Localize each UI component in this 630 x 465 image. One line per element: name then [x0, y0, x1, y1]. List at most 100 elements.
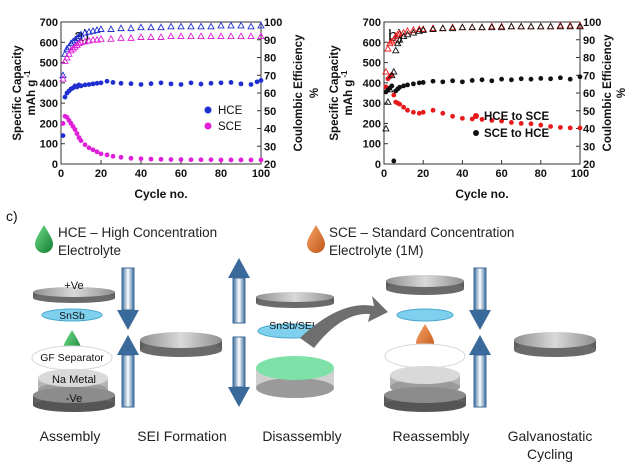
chart-b-ytick-left-label: 100: [363, 139, 381, 151]
series-hce: [60, 78, 264, 139]
chart-b-marks: [382, 21, 584, 164]
data-point: [148, 81, 154, 87]
chart-a-ticks: 0 20 40 60 80 100 0 100 200 300 400 500 600 700 20 30 40…: [40, 17, 283, 180]
data-point: [430, 107, 436, 113]
step-galvanostatic: Galvanostatic: [508, 428, 593, 444]
data-point: [440, 110, 446, 116]
data-point: [158, 156, 164, 162]
data-point: [218, 157, 224, 163]
data-point: [198, 157, 204, 163]
data-point: [388, 37, 396, 45]
data-point: [188, 80, 194, 86]
chart-b-xtick-label: 20: [417, 168, 429, 180]
data-point: [148, 156, 154, 162]
label-snsb: SnSb: [59, 310, 85, 322]
data-point: [488, 23, 496, 31]
chart-a-xtick-label: 100: [252, 168, 270, 180]
data-point: [118, 80, 124, 86]
data-point: [548, 76, 553, 82]
negative-cap: [33, 387, 115, 412]
chart-a-xtick-label: 0: [58, 168, 64, 180]
data-point: [391, 92, 397, 98]
data-point: [147, 33, 155, 40]
chart-b: b) Cycle no. Specific Capacity mAh g-1 C…: [329, 17, 628, 201]
data-point: [157, 23, 165, 31]
data-point: [110, 153, 116, 159]
chart-b-ytick-right-label: 50: [583, 106, 595, 118]
data-point: [177, 32, 185, 40]
data-point: [499, 118, 504, 124]
series-sce-efficiency: [59, 32, 265, 82]
chart-b-ytick-left-label: 700: [363, 17, 381, 29]
data-point: [257, 32, 265, 40]
data-point: [75, 32, 83, 40]
data-point: [409, 28, 418, 36]
chart-a-ytick-left-label: 0: [52, 159, 58, 171]
chart-b-ytick-right-label: 80: [583, 53, 595, 65]
data-point: [416, 80, 422, 86]
data-point: [479, 116, 485, 122]
data-point: [393, 39, 402, 47]
arrow-up-assembly: [117, 335, 139, 408]
curved-transfer-arrow: [300, 296, 388, 348]
sce-description-line2: Electrolyte (1M): [329, 243, 424, 258]
data-point: [78, 83, 84, 89]
data-point: [458, 23, 467, 31]
chart-a-ylabel-right-unit: %: [309, 88, 321, 98]
label-negative: -Ve: [66, 393, 83, 405]
data-point: [104, 152, 110, 158]
data-point: [137, 23, 145, 31]
data-point: [187, 32, 195, 40]
chart-b-ytick-left-label: 300: [363, 98, 381, 110]
data-point: [97, 34, 105, 42]
chart-b-ticks: 0 20 40 60 80 100 0 100 200 300 400 500 600 700 20 30 40…: [363, 17, 602, 180]
legend-label-sce: SCE: [218, 121, 242, 133]
hce-drop-icon: [35, 225, 53, 253]
data-point: [558, 75, 563, 81]
chart-a-xlabel: Cycle no.: [134, 187, 187, 201]
positive-cap: [33, 287, 115, 303]
data-point: [507, 22, 516, 30]
chart-a-ytick-right-label: 80: [264, 53, 276, 65]
chart-a-legend: HCE SCE: [204, 105, 243, 133]
data-point: [430, 78, 436, 84]
data-point: [61, 50, 69, 57]
data-point: [420, 109, 426, 115]
chart-b-ylabel-left-unit: mAh g-1: [340, 70, 355, 115]
data-point: [537, 22, 545, 30]
data-point: [237, 32, 245, 40]
data-point: [390, 67, 398, 75]
chart-a-ytick-left-label: 400: [40, 78, 58, 90]
chart-a-ytick-right-label: 40: [264, 124, 276, 136]
chart-b-ytick-left-label: 600: [363, 37, 381, 49]
legend-marker-sce-to-hce: [473, 130, 479, 136]
chart-a-xtick-label: 40: [135, 168, 147, 180]
data-point: [178, 82, 184, 87]
wet-separator: [256, 356, 334, 398]
data-point: [82, 142, 88, 148]
data-point: [415, 25, 424, 32]
chart-a-xtick-label: 60: [175, 168, 187, 180]
chart-b-ytick-left-label: 400: [363, 78, 381, 90]
data-point: [420, 80, 426, 85]
data-point: [137, 33, 145, 40]
data-point: [384, 44, 392, 52]
step-assembly: Assembly: [40, 428, 101, 444]
data-point: [82, 82, 88, 88]
data-point: [419, 26, 427, 33]
legend-label-hce-to-sce: HCE to SCE: [484, 111, 550, 123]
disassembly-cap: [256, 292, 334, 308]
data-point: [67, 46, 75, 54]
data-point: [391, 46, 400, 54]
data-point: [227, 32, 235, 40]
data-point: [74, 131, 80, 136]
data-point: [411, 109, 416, 115]
chart-a-ytick-right-label: 70: [264, 70, 276, 82]
data-point: [567, 125, 573, 131]
data-point: [228, 157, 234, 163]
data-point: [448, 24, 457, 32]
data-point: [460, 79, 465, 85]
chart-b-ytick-left-label: 0: [375, 159, 381, 171]
data-point: [450, 113, 455, 119]
data-point: [497, 23, 506, 31]
